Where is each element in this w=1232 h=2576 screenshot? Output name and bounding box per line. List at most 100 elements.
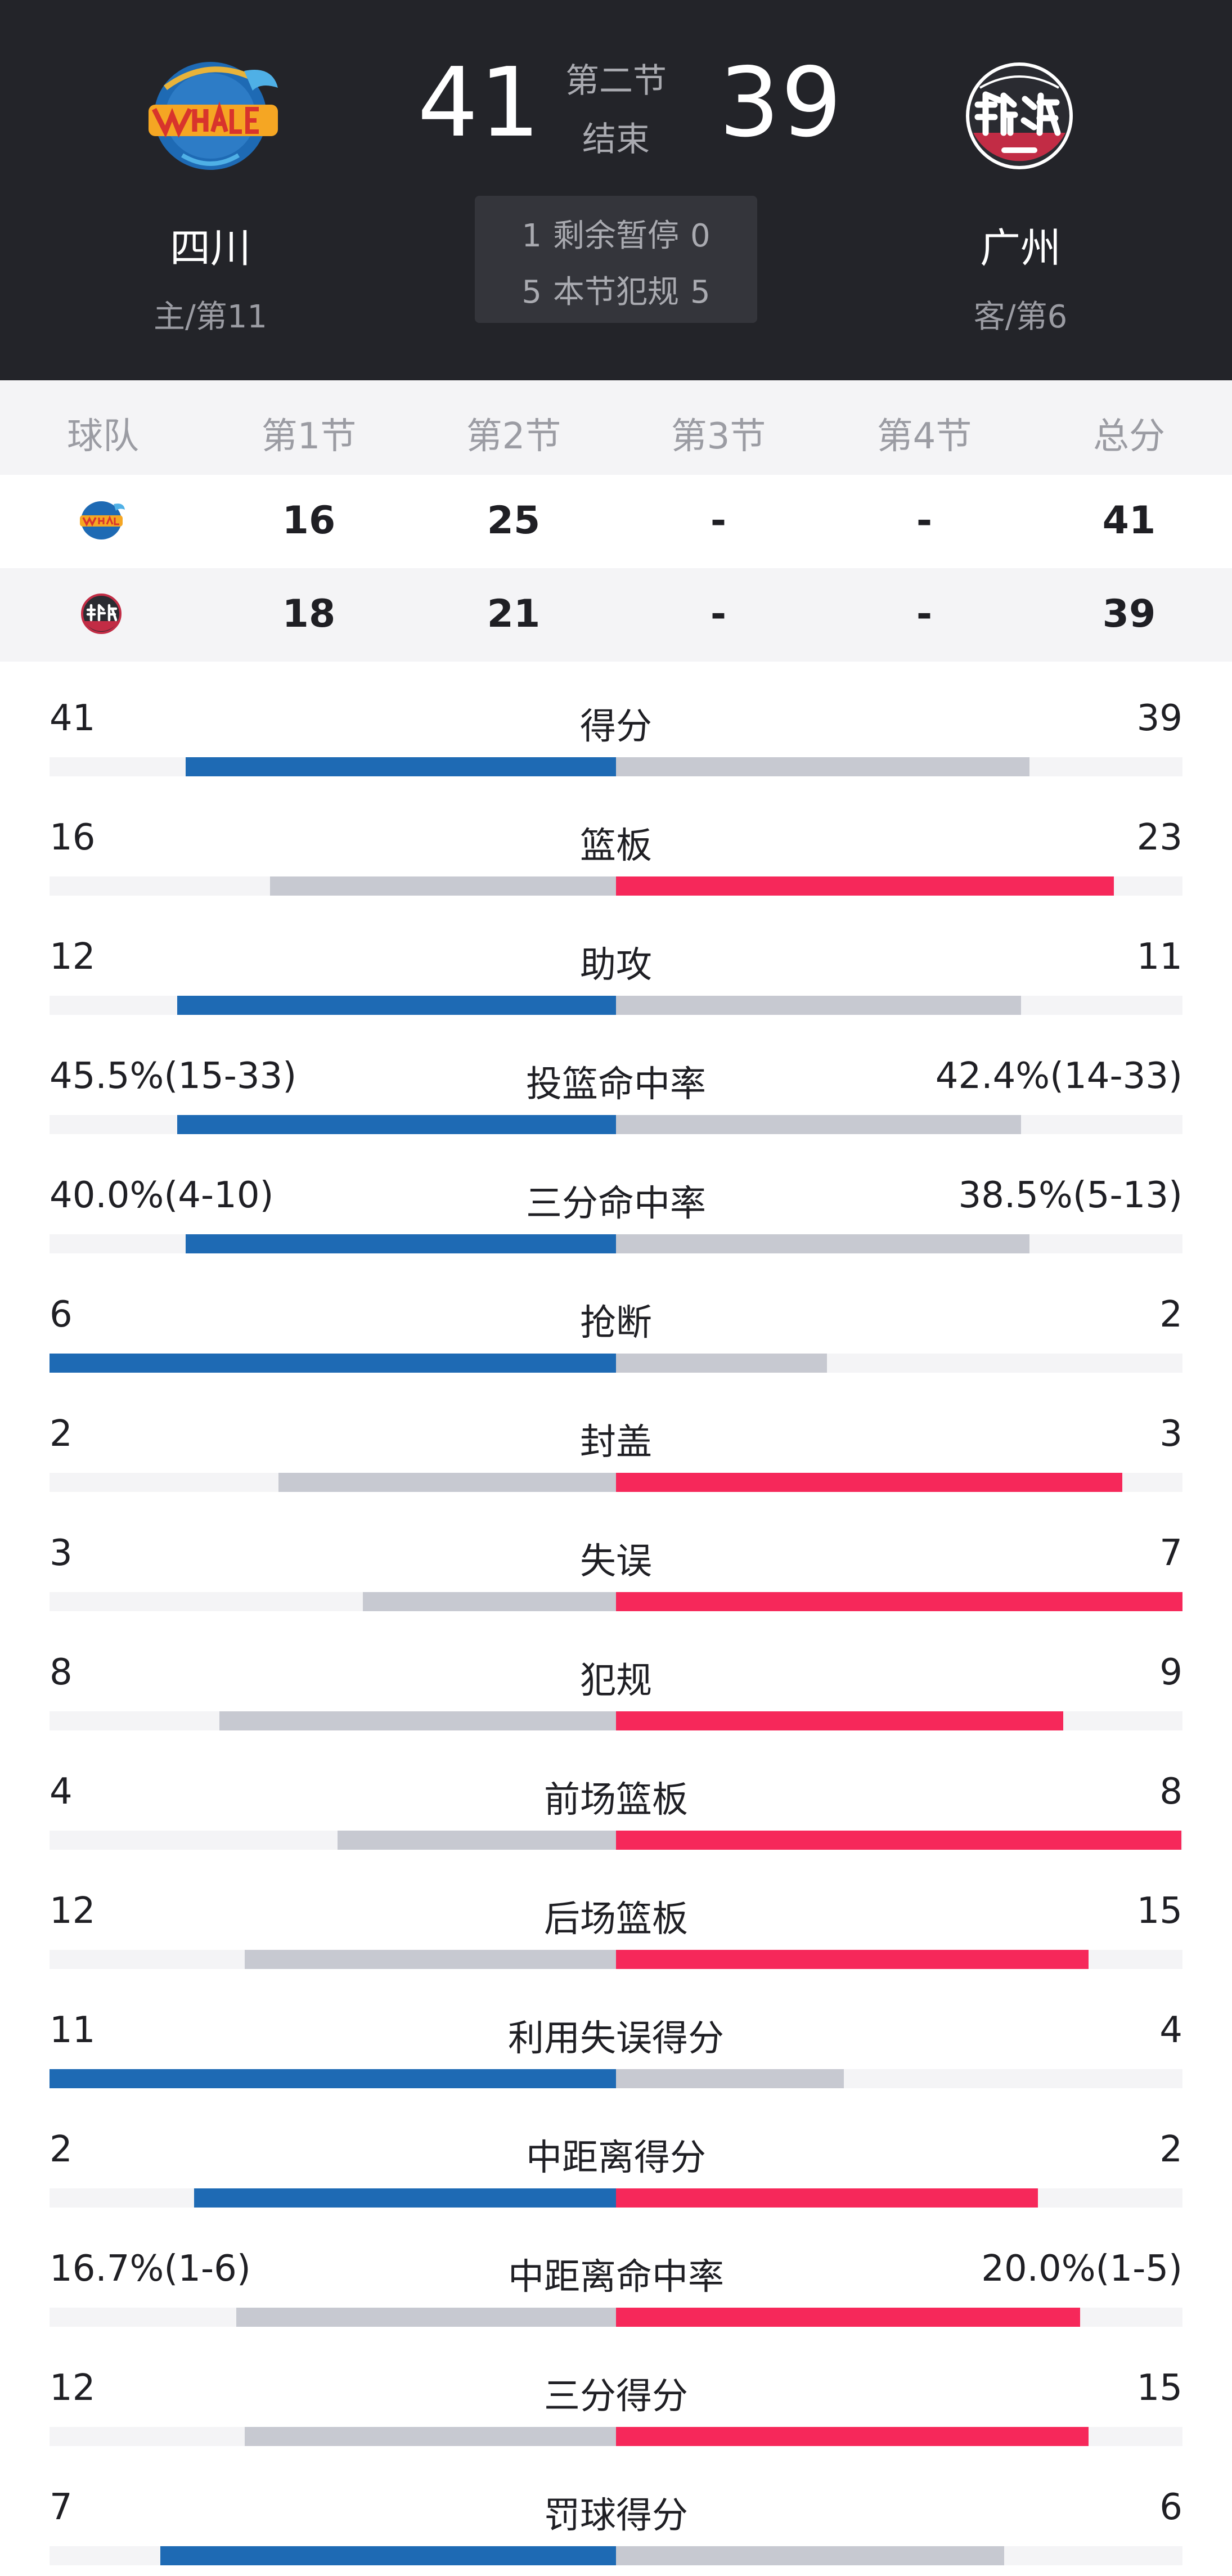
col-q4: 第4节 [876, 416, 972, 457]
home-timeouts: 1 [521, 218, 542, 254]
home-fouls: 5 [521, 274, 542, 311]
away-stat-bar [616, 1115, 1021, 1134]
stat-label: 助攻 [580, 945, 652, 986]
away-stat-value: 6 [1159, 2487, 1182, 2528]
away-stat-value: 42.4%(14-33) [935, 1055, 1182, 1097]
stat-label: 失误 [580, 1541, 652, 1583]
stat-row: 11 利用失误得分 4 [0, 1973, 1232, 2093]
away-stat-bar [616, 1950, 1089, 1969]
guangzhou-loong-lions-mini-logo-icon [74, 590, 128, 638]
away-stat-value: 38.5%(5-13) [958, 1175, 1183, 1216]
period-status: 第二节 结束 [532, 52, 700, 169]
home-stat-value: 16 [50, 817, 96, 858]
stat-label: 犯规 [580, 1660, 652, 1702]
away-team-name[interactable]: 广州 [979, 224, 1061, 272]
sichuan-whales-mini-logo-icon [74, 496, 128, 545]
away-stat-bar [616, 1711, 1063, 1730]
home-stat-bar [194, 2188, 616, 2208]
away-stat-value: 15 [1136, 1890, 1182, 1932]
stat-row: 12 助攻 11 [0, 900, 1232, 1019]
home-stat-value: 12 [50, 1890, 96, 1932]
away-stat-bar [616, 1354, 827, 1373]
stat-row: 7 罚球得分 6 [0, 2451, 1232, 2570]
away-stat-value: 2 [1159, 2129, 1182, 2170]
home-stat-value: 6 [50, 1294, 73, 1336]
stat-label: 篮板 [580, 825, 652, 867]
stat-row: 12 三分得分 15 [0, 2331, 1232, 2451]
home-q1: 16 [282, 498, 336, 543]
away-team-rank: 客/第6 [973, 299, 1068, 335]
stat-label: 后场篮板 [544, 1899, 688, 1940]
home-stat-bar [236, 2308, 616, 2327]
away-stat-bar [616, 2188, 1038, 2208]
period-label: 第二节 [565, 61, 667, 101]
col-total: 总分 [1093, 416, 1165, 457]
timeouts-label: 剩余暂停 [553, 218, 679, 254]
stat-row: 16.7%(1-6) 中距离命中率 20.0%(1-5) [0, 2212, 1232, 2331]
away-stat-value: 4 [1159, 2009, 1182, 2051]
home-stat-bar [50, 2069, 616, 2088]
home-stat-value: 3 [50, 1532, 73, 1574]
sichuan-whales-logo-icon[interactable] [132, 48, 289, 183]
away-stat-bar [616, 876, 1114, 896]
away-stat-value: 2 [1159, 1294, 1182, 1336]
away-stat-value: 9 [1159, 1652, 1182, 1693]
away-stat-bar [616, 1473, 1122, 1492]
away-stat-bar [616, 2069, 844, 2088]
away-stat-bar [616, 757, 1029, 776]
away-stat-bar [616, 1831, 1181, 1850]
stat-row: 3 失误 7 [0, 1496, 1232, 1616]
stat-row: 45.5%(15-33) 投篮命中率 42.4%(14-33) [0, 1019, 1232, 1139]
away-q2: 21 [487, 592, 541, 636]
away-q4: - [916, 592, 933, 636]
stat-label: 得分 [580, 706, 652, 748]
away-stat-value: 39 [1136, 698, 1182, 739]
stat-row: 41 得分 39 [0, 662, 1232, 781]
away-q1: 18 [282, 592, 336, 636]
home-stat-value: 41 [50, 698, 96, 739]
away-stat-bar [616, 2308, 1080, 2327]
stat-label: 三分命中率 [526, 1183, 706, 1225]
stat-label: 利用失误得分 [508, 2018, 724, 2060]
home-stat-bar [50, 1354, 616, 1373]
stat-label: 中距离命中率 [508, 2256, 724, 2298]
home-team-name[interactable]: 四川 [169, 224, 251, 272]
home-stat-bar [278, 1473, 616, 1492]
home-team-rank: 主/第11 [153, 299, 268, 335]
home-stat-value: 11 [50, 2009, 96, 2051]
guangzhou-loong-lions-logo-icon[interactable] [941, 48, 1098, 183]
away-fouls: 5 [690, 274, 711, 311]
home-stat-value: 2 [50, 1413, 73, 1455]
home-stat-bar [219, 1711, 616, 1730]
home-q4: - [916, 498, 933, 543]
stat-label: 前场篮板 [544, 1779, 688, 1821]
home-stat-value: 45.5%(15-33) [50, 1055, 297, 1097]
col-team: 球队 [67, 416, 139, 457]
home-stat-bar [338, 1831, 616, 1850]
stat-label: 中距离得分 [526, 2137, 706, 2179]
away-stat-value: 11 [1136, 936, 1182, 978]
home-total: 41 [1102, 498, 1156, 543]
home-stat-bar [245, 1950, 616, 1969]
col-q1: 第1节 [261, 416, 357, 457]
stat-row: 40.0%(4-10) 三分命中率 38.5%(5-13) [0, 1139, 1232, 1258]
away-stat-value: 15 [1136, 2367, 1182, 2409]
away-stat-bar [616, 1234, 1029, 1253]
col-q2: 第2节 [466, 416, 561, 457]
home-score: 41 [417, 47, 542, 159]
stat-label: 抢断 [580, 1302, 652, 1344]
stat-label: 三分得分 [544, 2376, 688, 2417]
away-total: 39 [1102, 592, 1156, 636]
home-stat-value: 12 [50, 936, 96, 978]
stat-row: 8 犯规 9 [0, 1616, 1232, 1735]
home-stat-value: 12 [50, 2367, 96, 2409]
home-stat-value: 2 [50, 2129, 73, 2170]
home-stat-value: 4 [50, 1771, 73, 1813]
home-stat-bar [363, 1592, 616, 1611]
away-stat-bar [616, 2546, 1004, 2565]
table-row: 16 25 - - 41 [0, 475, 1232, 568]
stat-row: 2 中距离得分 2 [0, 2093, 1232, 2212]
away-score: 39 [719, 47, 843, 159]
quarter-table-header: 球队 第1节 第2节 第3节 第4节 总分 [0, 380, 1232, 475]
home-stat-value: 8 [50, 1652, 73, 1693]
